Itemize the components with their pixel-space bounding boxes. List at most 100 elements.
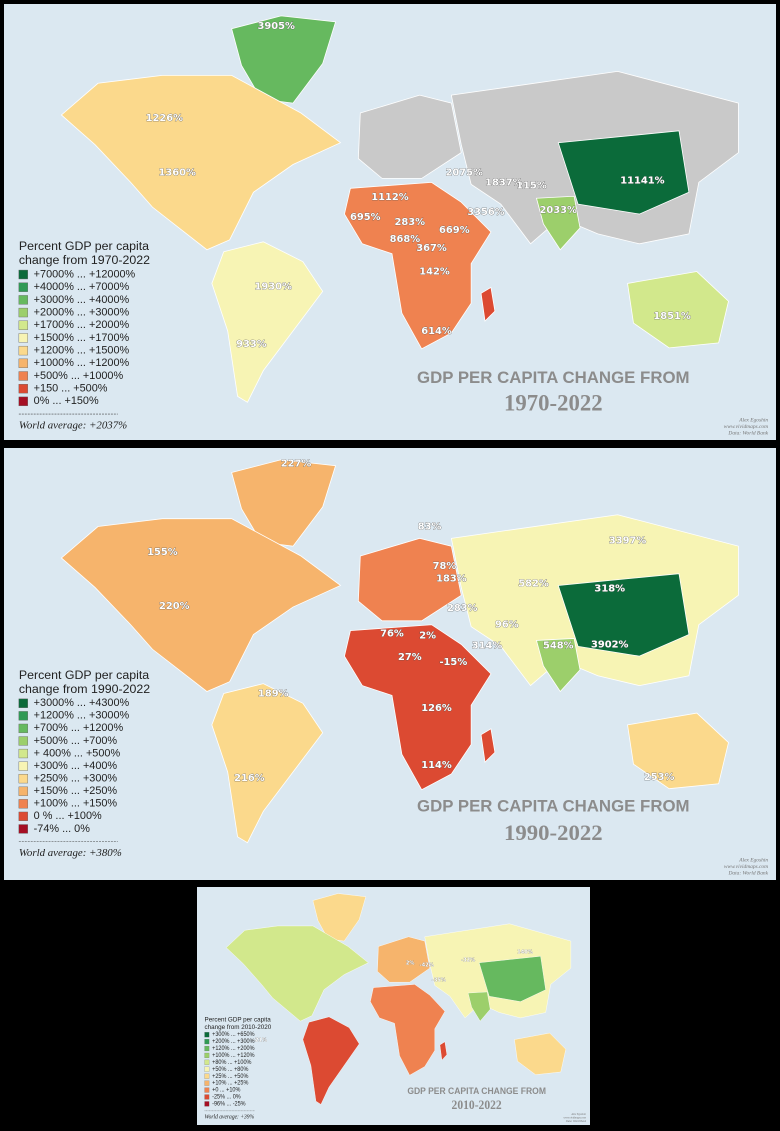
country-label: -21% <box>253 1037 268 1043</box>
country-label: 695% <box>350 212 381 223</box>
legend-label: +120% ... +200% <box>212 1046 254 1052</box>
land-america <box>60 518 342 692</box>
legend-title: change from 2010-2020 <box>205 1024 272 1031</box>
country-label: 27% <box>398 652 422 663</box>
map-title: 1990-2022 <box>504 820 603 845</box>
country-label: 3356% <box>467 207 505 218</box>
legend-swatch <box>18 799 28 809</box>
country-label: 126% <box>421 703 452 714</box>
country-label: 1112% <box>371 192 409 203</box>
country-label: 114% <box>421 760 452 771</box>
legend-swatch <box>204 1066 210 1072</box>
legend-label: +1000% ... +1200% <box>34 357 130 369</box>
legend-swatch <box>204 1094 210 1100</box>
country-label: 868% <box>390 234 421 245</box>
legend-swatch <box>18 736 28 746</box>
country-label: -42% <box>420 962 435 968</box>
country-label: 283% <box>447 603 478 614</box>
land-america <box>225 925 369 1022</box>
legend-swatch <box>18 786 28 796</box>
country-label: 83% <box>418 522 442 533</box>
country-label: 3397% <box>609 535 647 546</box>
country-label: 1360% <box>158 167 196 178</box>
legend-swatch <box>18 384 28 394</box>
land-madagascar <box>439 1041 448 1061</box>
legend-label: +200% ... +300% <box>212 1039 254 1045</box>
country-label: 1930% <box>254 281 292 292</box>
land-greenland <box>312 893 367 942</box>
credit: Data: World Bank <box>727 430 768 436</box>
legend-label: -96% ... -25% <box>212 1101 245 1107</box>
legend-swatch <box>18 396 28 407</box>
country-label: -32% <box>461 957 476 963</box>
land-greenland <box>231 459 337 547</box>
land-greenland <box>231 15 337 104</box>
map-panel: 3905% 1226% 1360% 2075%1837%115% 11141% 3356%… <box>4 4 776 440</box>
legend-swatch <box>204 1052 210 1058</box>
legend-label: -74% ... 0% <box>34 823 91 835</box>
legend-label: +1700% ... +2000% <box>34 319 130 331</box>
country-label: 216% <box>234 773 265 784</box>
legend-title: Percent GDP per capita <box>205 1016 272 1023</box>
legend-label: 0% ... +150% <box>34 395 99 407</box>
land-africa <box>344 181 492 350</box>
country-label: 548% <box>543 640 574 651</box>
country-label: 155% <box>147 547 178 558</box>
country-label: 314% <box>472 640 503 651</box>
legend-label: + 400% ... +500% <box>34 747 121 759</box>
land-africa <box>344 624 492 791</box>
legend-label: +250% ... +300% <box>34 773 118 785</box>
country-label: 669% <box>439 225 470 236</box>
legend-label: +300% ... +650% <box>212 1032 254 1038</box>
country-label: 142% <box>419 267 450 278</box>
country-label: 933% <box>236 339 267 350</box>
land-madagascar <box>480 286 496 322</box>
land-australia <box>627 271 729 349</box>
credit: www.vividmaps.com <box>724 424 768 430</box>
land-india <box>535 638 581 693</box>
legend-label: +1200% ... +1500% <box>34 344 130 356</box>
country-label: 1851% <box>653 311 691 322</box>
land-europe <box>357 94 462 179</box>
credit: Data: World Bank <box>565 1119 587 1123</box>
legend-swatch <box>18 711 28 721</box>
legend-label: +7000% ... +12000% <box>34 268 136 280</box>
credit: Alex Egoshin <box>570 1112 586 1116</box>
legend-label: +150 ... +500% <box>34 383 108 395</box>
legend-swatch <box>204 1087 210 1093</box>
legend-swatch <box>18 333 28 343</box>
country-label: 2% <box>419 631 436 642</box>
country-label: 367% <box>416 243 447 254</box>
legend-swatch <box>18 320 28 330</box>
legend-swatch <box>18 282 28 292</box>
legend-label: +50% ... +80% <box>212 1067 248 1073</box>
legend-swatch <box>204 1059 210 1065</box>
legend-label: +25% ... +50% <box>212 1074 248 1080</box>
legend-swatch <box>18 698 28 708</box>
map-title: GDP PER CAPITA CHANGE FROM <box>407 1086 546 1096</box>
legend-label: +2000% ... +3000% <box>34 306 130 318</box>
legend-swatch <box>18 307 28 318</box>
country-label: 1837% <box>485 177 523 188</box>
country-label: -15% <box>439 657 467 668</box>
map-title: GDP PER CAPITA CHANGE FROM <box>417 797 690 816</box>
map-panel: -21% -42% -32% -35% 140% 2% Percent GDP per ca… <box>197 887 591 1125</box>
land-europe <box>377 936 431 983</box>
credit: Alex Egoshin <box>738 417 768 423</box>
land-south <box>302 1016 360 1105</box>
legend-swatch <box>18 774 28 784</box>
land-south <box>211 683 324 844</box>
land-china <box>478 956 546 1002</box>
credit: Alex Egoshin <box>738 858 768 864</box>
country-label: 318% <box>594 583 625 594</box>
world-average: World average: +39% <box>205 1115 255 1121</box>
legend-label: +10% ... +25% <box>212 1081 248 1087</box>
credit: www.vividmaps.com <box>724 864 768 870</box>
legend-swatch <box>204 1080 210 1086</box>
country-label: 3902% <box>591 639 629 650</box>
country-label: 220% <box>159 601 190 612</box>
country-label: 2% <box>406 960 415 966</box>
legend-label: +100% ... +150% <box>34 798 118 810</box>
land-america <box>60 74 342 251</box>
legend-label: +150% ... +250% <box>34 785 118 797</box>
